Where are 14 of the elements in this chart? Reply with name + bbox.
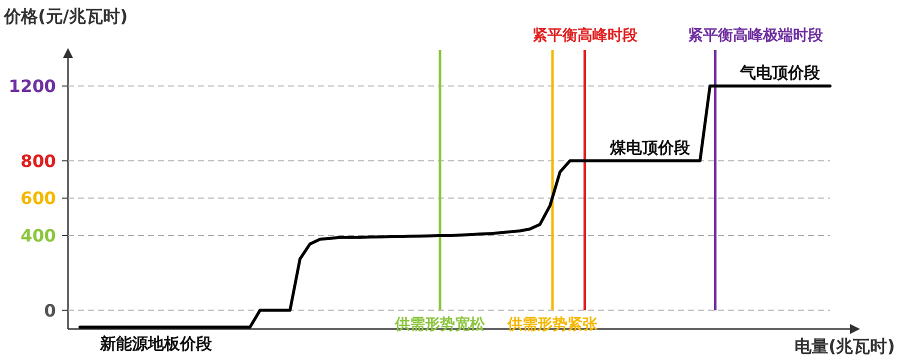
annotation: 新能源地板价段 — [99, 334, 213, 354]
y-tick-label: 600 — [20, 189, 56, 210]
text: 紧平衡高峰时段 — [532, 26, 638, 44]
text: 供需形势紧张 — [508, 315, 598, 333]
y-tick-label: 1200 — [8, 77, 56, 98]
text: 供需形势宽松 — [395, 315, 485, 333]
y-tick-label: 800 — [20, 152, 56, 172]
text: 紧平衡高峰极端时段 — [688, 26, 823, 44]
y-axis-title: 价格(元/兆瓦时) — [3, 7, 128, 27]
x-axis-title: 电量(兆瓦时) — [794, 337, 895, 357]
y-tick-label: 0 — [44, 301, 56, 322]
annotation: 煤电顶价段 — [609, 138, 691, 157]
y-tick-label: 400 — [20, 226, 56, 247]
annotation: 气电顶价段 — [739, 63, 821, 82]
